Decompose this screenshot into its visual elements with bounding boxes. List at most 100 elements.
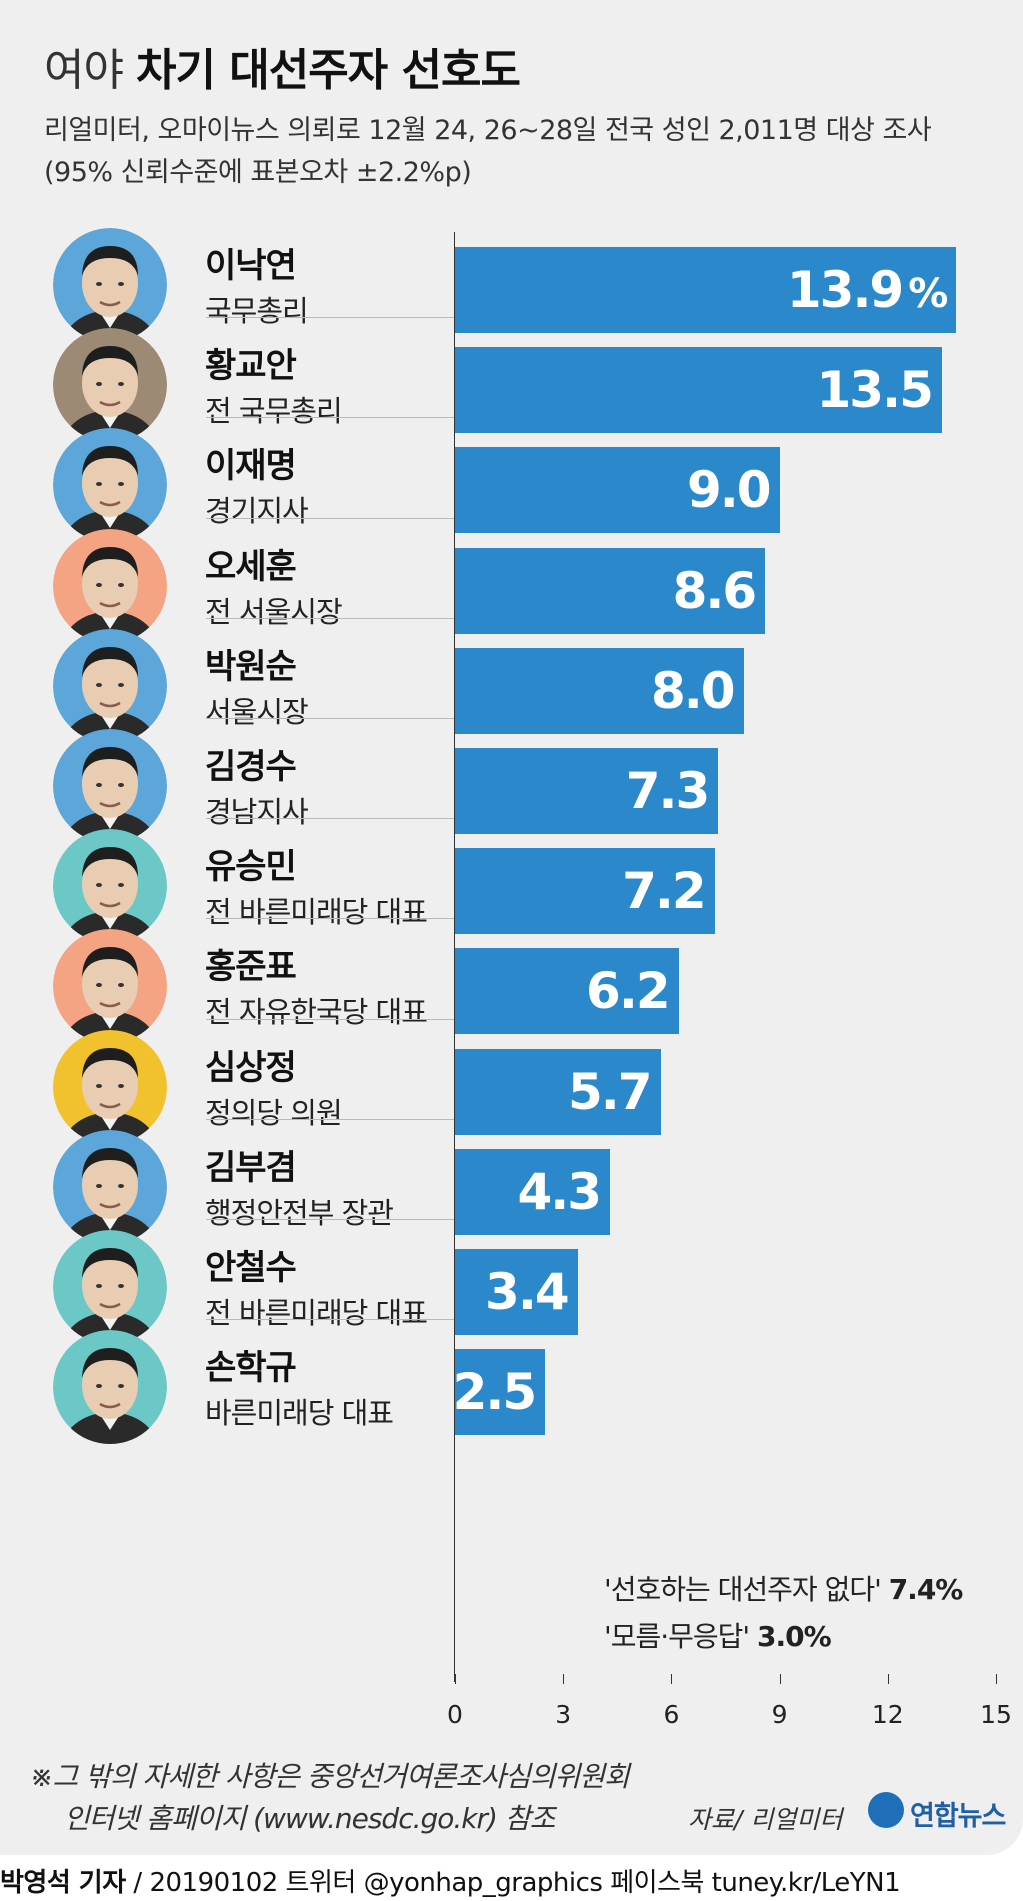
note-no-preference: '선호하는 대선주자 없다' 7.4%: [604, 1568, 964, 1608]
chart-title: 여야 차기 대선주자 선호도: [44, 34, 521, 98]
candidate-name: 김부겸: [205, 1147, 297, 1188]
bar-value-label: 4.3: [518, 1163, 603, 1221]
candidate-name: 심상정: [205, 1047, 297, 1088]
bar-4: 8.6: [455, 547, 766, 634]
bar-value-label: 8.0: [650, 661, 736, 720]
candidate-row: 안철수 전 바른미래당 대표: [0, 1219, 1023, 1344]
footnote-line-1: ※그 밖의 자세한 사항은 중앙선거여론조사심의위원회: [30, 1760, 630, 1793]
subtitle-survey-info: 리얼미터, 오마이뉴스 의뢰로 12월 24, 26~28일 전국 성인 2,0…: [44, 115, 932, 146]
source-label: 자료/ 리얼미터: [688, 1805, 843, 1834]
bar-area: 13.9% 13.5 9.0 8.6 8.0 7.3 7.2 6.2 5.7 4.3 3.4 2.5: [452, 247, 957, 1436]
bar-value-number: 7.3: [625, 762, 711, 820]
candidate-row: 오세훈 전 서울시장: [0, 517, 1023, 643]
bar-value-number: 3.4: [485, 1263, 570, 1321]
candidate-rows: 이낙연 국무총리 황교안 전 국무총리 이재명 경기지사 오세훈 전 서울시장 박원순 서울시장 김…: [0, 220, 1023, 1445]
candidate-name: 박원순: [205, 646, 297, 687]
candidate-name: 손학규: [205, 1348, 297, 1389]
candidate-name: 유승민: [205, 847, 297, 888]
candidate-row: 김경수 경남지사: [0, 718, 1023, 843]
candidate-role: 서울시장: [205, 694, 309, 729]
row-separator: [206, 1319, 455, 1321]
bar-value-number: 5.7: [568, 1062, 653, 1121]
credit-line: 박영석 기자 / 20190102 트위터 @yonhap_graphics 페…: [0, 1862, 901, 1899]
bar-5: 8.0: [455, 647, 744, 734]
row-separator: [206, 718, 455, 719]
bar-value-label: 7.3: [625, 762, 711, 820]
bar-1: 13.9%: [455, 247, 957, 333]
y-axis-line: [454, 232, 455, 1682]
note-unknown-text: '모름·무응답': [604, 1620, 750, 1653]
candidate-role: 바른미래당 대표: [205, 1396, 394, 1431]
candidate-role: 행정안전부 장관: [205, 1195, 394, 1230]
x-tick-label: 15: [980, 1700, 1012, 1729]
bar-value-number: 2.5: [452, 1363, 538, 1422]
bar-value-number: 13.5: [816, 361, 934, 420]
bar-value-label: 13.9%: [786, 261, 948, 319]
candidate-portrait-icon: [53, 1230, 167, 1344]
bar-value-number: 8.0: [650, 661, 736, 720]
title-bold: 차기 대선주자 선호도: [135, 45, 521, 96]
x-tick: [779, 1674, 781, 1684]
bar-8: 6.2: [455, 948, 679, 1035]
row-separator: [206, 317, 455, 319]
row-separator: [206, 617, 455, 619]
x-tick: [455, 1674, 456, 1684]
bar-value-number: 6.2: [586, 962, 671, 1021]
bar-3: 9.0: [455, 447, 780, 534]
yonhap-logo-icon: [868, 1792, 904, 1828]
x-tick-label: 9: [771, 1700, 788, 1729]
row-separator: [206, 818, 455, 820]
row-separator: [206, 1018, 455, 1020]
candidate-name: 김경수: [205, 747, 297, 787]
note-no-preference-value: 7.4%: [888, 1573, 964, 1606]
bar-12: 2.5: [452, 1349, 546, 1436]
bar-value-number: 13.9: [786, 261, 904, 319]
x-tick: [887, 1674, 889, 1684]
row-separator: [206, 517, 455, 519]
note-no-preference-text: '선호하는 대선주자 없다': [604, 1573, 882, 1606]
bar-value-label: 9.0: [687, 461, 772, 519]
bar-value-unit: %: [908, 271, 948, 317]
candidate-name: 이낙연: [205, 246, 297, 286]
x-tick-label: 0: [447, 1700, 463, 1729]
row-separator: [206, 417, 455, 419]
candidate-role: 정의당 의원: [205, 1095, 343, 1130]
candidate-role: 전 바른미래당 대표: [205, 895, 428, 930]
candidate-name: 이재명: [205, 446, 297, 487]
candidate-portrait-icon: [53, 929, 167, 1044]
title-light: 여야: [44, 45, 124, 96]
x-tick: [996, 1674, 997, 1684]
row-separator: [206, 918, 455, 920]
x-tick: [563, 1674, 565, 1684]
candidate-role: 전 국무총리: [205, 394, 343, 429]
bar-value-label: 5.7: [568, 1062, 653, 1121]
row-separator: [206, 1118, 455, 1120]
bar-value-number: 8.6: [672, 561, 758, 620]
bar-value-label: 8.6: [672, 561, 758, 620]
note-unknown: '모름·무응답' 3.0%: [604, 1615, 832, 1655]
credit-details: / 20190102 트위터 @yonhap_graphics 페이스북 tun…: [125, 1868, 901, 1898]
footnote-line-2: 인터넷 홈페이지 (www.nesdc.go.kr) 참조: [64, 1802, 555, 1835]
candidate-role: 국무총리: [205, 294, 309, 328]
bar-6: 7.3: [455, 748, 719, 834]
candidate-row: 홍준표 전 자유한국당 대표: [0, 918, 1023, 1044]
candidate-name: 홍준표: [205, 947, 297, 988]
candidate-portrait-icon: [53, 1330, 167, 1445]
bar-value-number: 7.2: [622, 862, 707, 921]
note-unknown-value: 3.0%: [757, 1620, 832, 1653]
x-tick: [671, 1674, 673, 1684]
bar-value-label: 6.2: [586, 962, 671, 1021]
yonhap-logo: 연합뉴스: [868, 1790, 1012, 1832]
x-tick-label: 3: [555, 1700, 572, 1729]
bar-value-label: 2.5: [452, 1363, 538, 1422]
bar-11: 3.4: [455, 1249, 578, 1335]
subtitle-margin-of-error: (95% 신뢰수준에 표본오차 ±2.2%p): [44, 157, 472, 188]
candidate-portrait-icon: [53, 228, 167, 342]
bar-10: 4.3: [455, 1148, 611, 1235]
credit-author: 박영석 기자: [0, 1868, 126, 1898]
bar-7: 7.2: [455, 848, 715, 935]
bar-value-label: 7.2: [622, 862, 707, 921]
row-separator: [206, 1219, 455, 1220]
